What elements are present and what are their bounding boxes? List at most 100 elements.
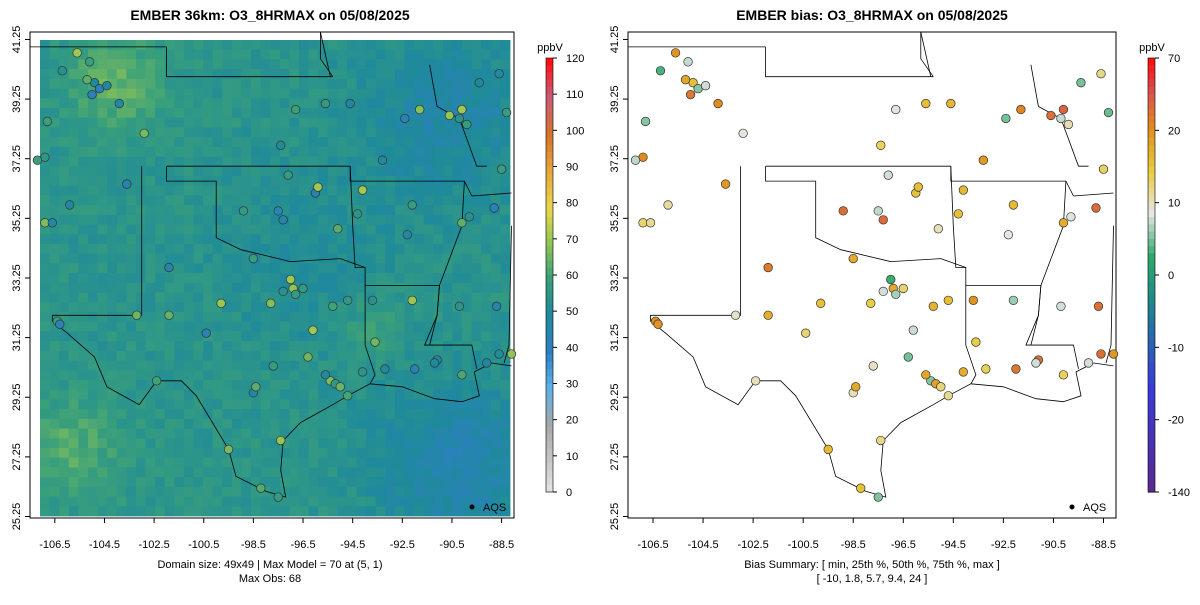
state-borders — [628, 31, 1114, 498]
model-cell — [404, 137, 415, 148]
model-cell — [231, 205, 242, 216]
colorbar-segment — [1148, 123, 1155, 131]
model-cell — [442, 341, 453, 352]
model-cell — [452, 292, 463, 303]
model-cell — [366, 205, 377, 216]
model-cell — [59, 341, 70, 352]
model-cell — [423, 69, 434, 80]
model-cell — [107, 399, 118, 410]
model-cell — [222, 224, 233, 235]
model-cell — [155, 98, 166, 109]
model-cell — [327, 176, 338, 187]
model-cell — [164, 438, 175, 449]
model-cell — [183, 69, 194, 80]
model-cell — [366, 370, 377, 381]
model-cell — [231, 59, 242, 70]
model-cell — [87, 108, 98, 119]
model-cell — [97, 380, 108, 391]
model-cell — [289, 185, 300, 196]
model-cell — [327, 88, 338, 99]
model-cell — [433, 234, 444, 245]
model-cell — [462, 370, 473, 381]
model-cell — [59, 399, 70, 410]
model-cell — [203, 40, 214, 51]
model-cell — [366, 321, 377, 332]
model-cell — [164, 467, 175, 478]
model-cell — [490, 244, 501, 255]
model-cell — [327, 292, 338, 303]
x-tick-label: -98.5 — [841, 539, 866, 551]
model-cell — [49, 146, 60, 157]
model-cell — [356, 506, 367, 517]
model-cell — [481, 49, 492, 60]
model-cell — [78, 360, 89, 371]
model-cell — [68, 418, 79, 429]
model-cell — [97, 40, 108, 51]
model-cell — [500, 486, 511, 497]
model-cell — [471, 409, 482, 420]
bias-site-marker — [936, 382, 946, 392]
model-cell — [203, 49, 214, 60]
model-cell — [490, 448, 501, 459]
model-cell — [145, 117, 156, 128]
model-cell — [260, 205, 271, 216]
model-cell — [394, 486, 405, 497]
model-cell — [174, 244, 185, 255]
model-cell — [40, 98, 50, 109]
model-cell — [337, 467, 348, 478]
model-cell — [40, 273, 50, 284]
model-cell — [375, 399, 386, 410]
model-cell — [126, 467, 137, 478]
model-cell — [222, 312, 233, 323]
model-cell — [241, 448, 252, 459]
model-cell — [97, 166, 108, 177]
obs-site-marker — [216, 298, 226, 308]
model-cell — [500, 263, 511, 274]
model-cell — [337, 292, 348, 303]
obs-site-marker — [464, 212, 474, 222]
model-cell — [212, 59, 223, 70]
model-cell — [442, 467, 453, 478]
model-cell — [490, 360, 501, 371]
model-cell — [155, 166, 166, 177]
model-cell — [375, 409, 386, 420]
model-cell — [59, 88, 70, 99]
model-cell — [145, 302, 156, 313]
bias-site-marker — [1011, 364, 1021, 374]
model-cell — [471, 166, 482, 177]
model-cell — [260, 273, 271, 284]
model-cell — [318, 438, 329, 449]
model-cell — [116, 59, 127, 70]
model-cell — [203, 360, 214, 371]
colorbar-segment — [546, 180, 553, 189]
model-cell — [490, 59, 501, 70]
model-cell — [97, 176, 108, 187]
model-cell — [346, 350, 357, 361]
model-cell — [126, 418, 137, 429]
model-cell — [337, 176, 348, 187]
model-cell — [87, 380, 98, 391]
model-cell — [174, 350, 185, 361]
model-cell — [414, 185, 425, 196]
obs-site-marker — [303, 352, 313, 362]
model-cell — [40, 380, 50, 391]
model-cell — [40, 282, 50, 293]
colorbar-segment — [546, 441, 553, 450]
model-cell — [385, 127, 396, 138]
model-cell — [222, 137, 233, 148]
model-cell — [183, 137, 194, 148]
model-cell — [270, 486, 281, 497]
model-cell — [107, 244, 118, 255]
model-cell — [385, 59, 396, 70]
model-cell — [222, 40, 233, 51]
model-cell — [49, 438, 60, 449]
model-cell — [270, 409, 281, 420]
model-cell — [231, 273, 242, 284]
model-cell — [279, 166, 290, 177]
model-cell — [462, 137, 473, 148]
model-cell — [97, 156, 108, 167]
model-cell — [107, 117, 118, 128]
model-cell — [260, 69, 271, 80]
colorbar-segment — [546, 202, 553, 211]
colorbar-segment — [546, 361, 553, 370]
